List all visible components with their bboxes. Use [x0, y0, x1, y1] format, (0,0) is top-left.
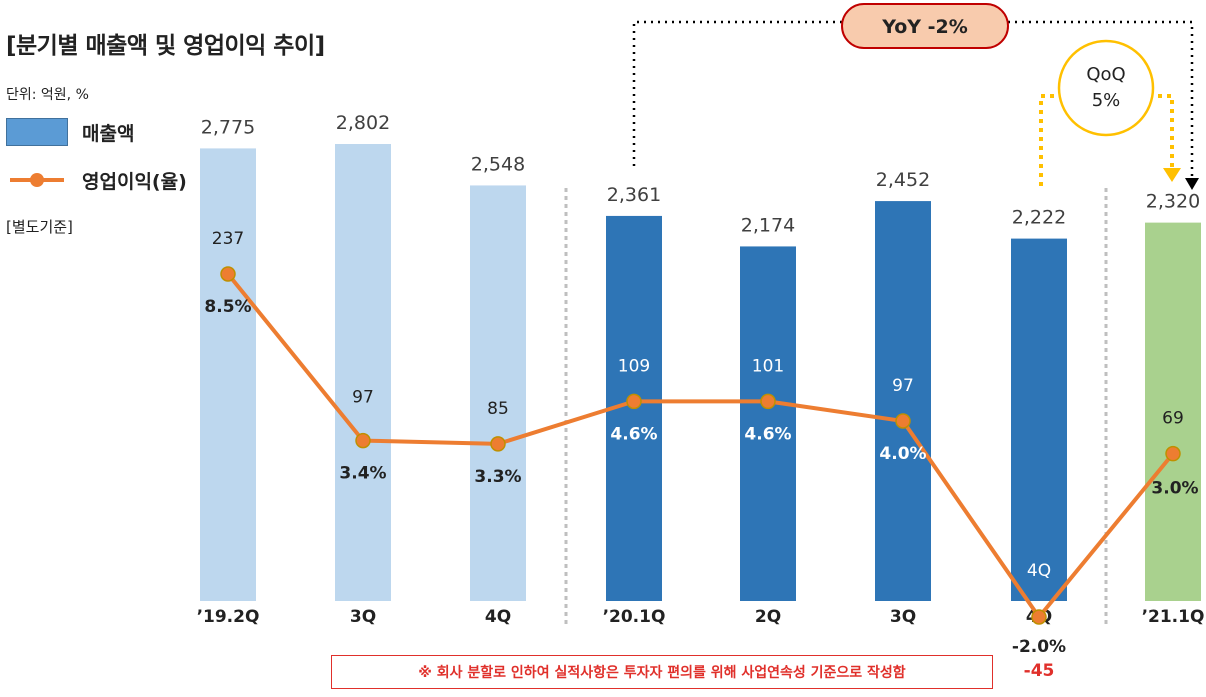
sales-value-label: 2,320 — [1146, 191, 1200, 213]
yoy-badge — [841, 3, 1009, 49]
sales-bar — [1145, 222, 1201, 601]
profit-value-label: 237 — [212, 229, 244, 249]
qoq-badge — [1057, 39, 1155, 137]
qoq-label-line1: QoQ — [1086, 64, 1125, 85]
profit-value-label: 97 — [892, 376, 914, 396]
profit-value-label: 101 — [752, 356, 784, 376]
profit-point — [1031, 609, 1047, 625]
profit-point — [895, 413, 911, 429]
yoy-label: YoY -2% — [881, 16, 968, 38]
sales-bar — [335, 144, 391, 601]
yoy-arrowhead — [1185, 178, 1199, 190]
profit-margin-label: 4.6% — [610, 424, 657, 444]
sales-bar — [200, 148, 256, 602]
sales-value-label: 2,222 — [1012, 207, 1066, 229]
profit-line — [226, 272, 1175, 619]
legend-swatch-sales — [6, 118, 68, 146]
sales-value-label: 2,174 — [741, 214, 795, 236]
legend-swatch-profit — [6, 166, 68, 194]
sales-value-label: 2,775 — [201, 116, 255, 138]
x-tick-label: ’20.1Q — [603, 607, 666, 627]
sales-bar — [740, 246, 796, 601]
profit-margin-label: 8.5% — [204, 297, 251, 317]
legend-label-profit: 영업이익(율) — [82, 170, 187, 193]
profit-point — [760, 393, 776, 410]
sales-bar — [1011, 238, 1067, 601]
profit-value-label: -45 — [1024, 661, 1055, 681]
sales-bar — [470, 185, 526, 602]
profit-point — [355, 432, 371, 449]
basis-label: [별도기준] — [6, 218, 73, 236]
profit-margin-label: 4.6% — [744, 424, 791, 444]
sales-value-label: 2,452 — [876, 169, 930, 191]
x-tick-label: 4Q — [485, 607, 511, 627]
legend-item-profit: 영업이익(율) — [6, 166, 187, 194]
sales-value-label: 2,802 — [336, 112, 390, 134]
yoy-connector — [632, 20, 1194, 188]
profit-point — [490, 436, 506, 452]
page-title: [분기별 매출액 및 영업이익 추이] — [6, 33, 325, 59]
profit-value-label: 85 — [487, 399, 509, 419]
profit-value-label: 69 — [1162, 409, 1184, 429]
legend-dot-marker — [30, 173, 44, 187]
sales-bar — [875, 201, 931, 601]
qoq-label-line2: 5% — [1092, 90, 1121, 111]
sales-value-label: 2,361 — [607, 184, 661, 206]
profit-margin-label: 3.3% — [474, 467, 521, 487]
legend-label-sales: 매출액 — [82, 122, 135, 145]
legend-item-sales: 매출액 — [6, 118, 134, 146]
profit-value-label: 97 — [352, 388, 374, 408]
qoq-arrowhead — [1163, 168, 1181, 182]
footnote: ※ 회사 분할로 인하여 실적사항은 투자자 편의를 위해 사업연속성 기준으로… — [331, 655, 993, 689]
profit-margin-label: 3.0% — [1151, 479, 1198, 499]
profit-point — [220, 266, 236, 282]
profit-margin-label: 4.0% — [879, 444, 926, 464]
bar-inner-label: 4Q — [1027, 561, 1051, 581]
unit-label: 단위: 억원, % — [6, 87, 89, 103]
sales-value-label: 2,548 — [471, 153, 525, 175]
x-tick-label: 3Q — [350, 607, 376, 627]
profit-value-label: 109 — [618, 356, 650, 376]
profit-margin-label: -2.0% — [1012, 637, 1066, 657]
x-tick-label: 3Q — [890, 607, 916, 627]
x-tick-label: ’19.2Q — [197, 607, 260, 627]
x-tick-label: ’21.1Q — [1142, 607, 1205, 627]
profit-margin-label: 3.4% — [339, 464, 386, 484]
x-tick-label: 2Q — [755, 607, 781, 627]
profit-point — [1165, 445, 1181, 462]
profit-point — [626, 393, 642, 410]
